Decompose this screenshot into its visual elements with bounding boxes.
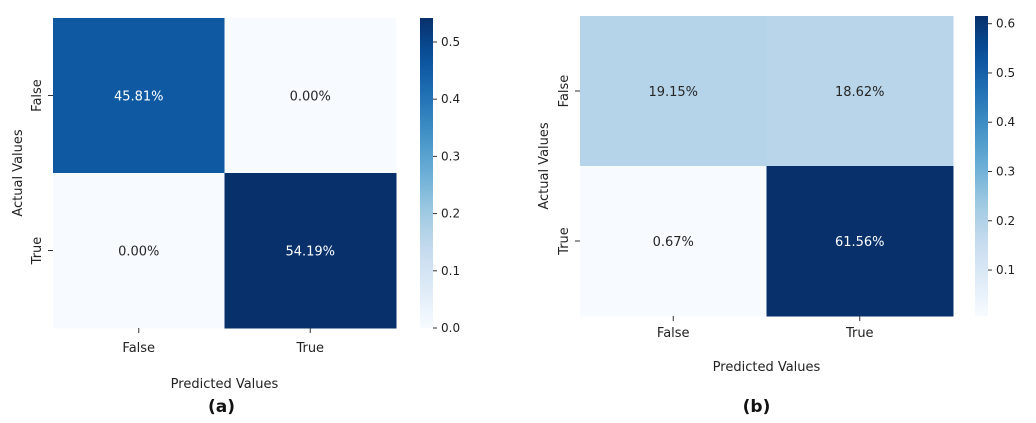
heatmap-cell (53, 173, 225, 329)
heatmap-cell (766, 16, 954, 167)
cell-label: 45.81% (114, 90, 164, 105)
x-tick-label: True (845, 326, 874, 341)
colorbar-tick-label: 0.4 (441, 92, 460, 106)
x-axis-title: Predicted Values (713, 360, 821, 375)
x-tick-label: False (122, 341, 155, 356)
cell-label: 0.00% (290, 90, 331, 105)
colorbar-tick-label: 0.3 (441, 149, 460, 163)
heatmap-panel-a: 45.81% 0.00% 0.00% 54.19% False True False True… (11, 18, 460, 417)
y-axis-title: Actual Values (537, 122, 552, 210)
x-tick-label: False (657, 326, 690, 341)
cell-label: 19.15% (648, 85, 698, 100)
y-tick-label: False (30, 79, 45, 112)
x-axis-title: Predicted Values (171, 377, 279, 392)
heatmap-cell (224, 173, 397, 329)
colorbar-tick-label: 0.6 (996, 17, 1015, 31)
colorbar (420, 18, 433, 328)
colorbar-tick-label: 0.1 (996, 263, 1015, 277)
colorbar-tick-label: 0.0 (441, 321, 460, 335)
heatmap-cell (224, 18, 397, 174)
panel-label: (b) (743, 397, 771, 417)
cell-label: 0.00% (118, 245, 159, 260)
colorbar (975, 16, 988, 316)
cell-label: 18.62% (835, 85, 885, 100)
cell-label: 61.56% (835, 235, 885, 250)
y-axis-title: Actual Values (11, 129, 26, 217)
cell-label: 0.67% (653, 235, 694, 250)
y-tick-label: True (557, 227, 572, 256)
heatmap-cell (53, 18, 225, 174)
heatmap-cell (580, 16, 767, 167)
heatmap-panel-b: 19.15% 18.62% 0.67% 61.56% False True False Tru… (537, 16, 1015, 417)
colorbar-tick-label: 0.3 (996, 164, 1015, 178)
x-tick-label: True (295, 341, 324, 356)
colorbar-tick-label: 0.2 (996, 214, 1015, 228)
y-tick-label: False (557, 75, 572, 108)
heatmap-cell (766, 166, 954, 317)
colorbar-tick-label: 0.5 (996, 66, 1015, 80)
colorbar-tick-label: 0.2 (441, 207, 460, 221)
cell-label: 54.19% (285, 245, 335, 260)
colorbar-tick-label: 0.5 (441, 35, 460, 49)
panel-label: (a) (208, 397, 235, 417)
heatmap-cell (580, 166, 767, 317)
colorbar-tick-label: 0.1 (441, 264, 460, 278)
y-tick-label: True (30, 237, 45, 266)
colorbar-tick-label: 0.4 (996, 115, 1015, 129)
